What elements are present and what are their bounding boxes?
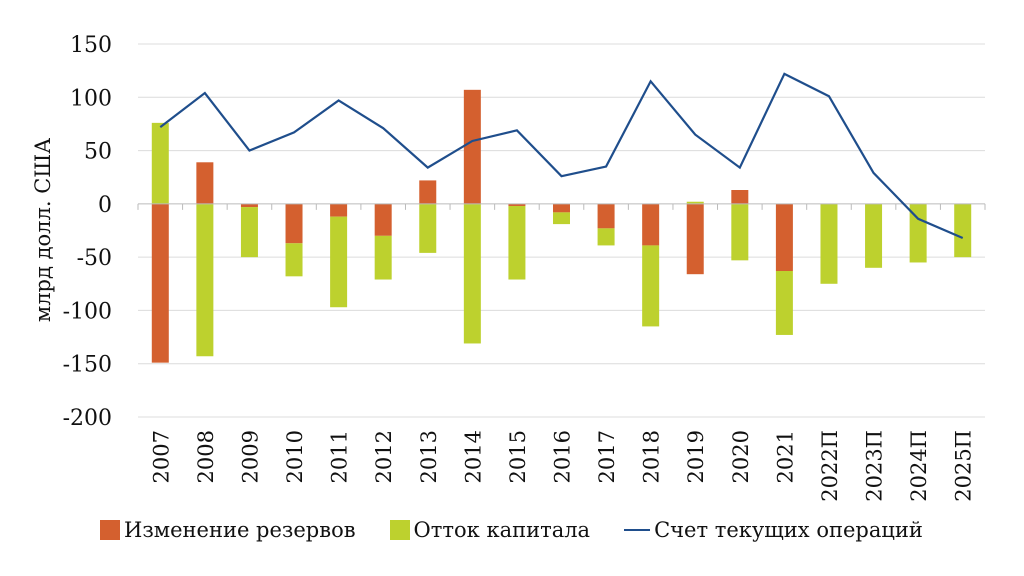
bar-reserves-change (151, 203, 169, 363)
bar-capital-outflow (686, 201, 704, 204)
gridlines (138, 43, 985, 418)
bar-capital-outflow (642, 245, 660, 327)
bar-capital-outflow (553, 212, 570, 225)
bar-reserves-change (775, 203, 793, 271)
bars (151, 89, 972, 363)
legend-swatch (389, 520, 410, 540)
y-tick-label: -200 (63, 406, 112, 431)
bar-reserves-change (731, 190, 749, 204)
legend-item-reserves: Изменение резервов (100, 518, 356, 542)
x-tick-label: 2019 (684, 430, 708, 483)
bar-capital-outflow (285, 243, 303, 277)
bar-capital-outflow (909, 203, 927, 263)
x-tick-label: 2015 (506, 430, 530, 483)
legend-line (624, 529, 651, 531)
bar-reserves-change (419, 180, 437, 204)
x-tick-label: 2014 (461, 430, 485, 483)
bar-reserves-change (374, 203, 392, 236)
bar-reserves-change (686, 203, 704, 275)
bar-reserves-change (553, 203, 570, 213)
y-tick-label: 50 (84, 140, 112, 165)
bar-capital-outflow (508, 205, 526, 280)
bar-capital-outflow (731, 203, 749, 261)
bar-capital-outflow (865, 203, 883, 268)
legend-item-capital-outflow: Отток капитала (389, 518, 591, 542)
x-tick-label: 2008 (194, 430, 218, 483)
bar-reserves-change (508, 203, 526, 206)
bar-capital-outflow (463, 203, 481, 344)
y-axis-label: млрд долл. США (31, 138, 55, 322)
bar-capital-outflow (775, 270, 793, 335)
x-tick-label: 2009 (238, 430, 262, 483)
x-tick-label: 2017 (595, 430, 619, 483)
bar-capital-outflow (419, 203, 437, 253)
bar-capital-outflow (196, 203, 214, 357)
bar-capital-outflow (954, 203, 972, 258)
x-tick-label: 2007 (149, 430, 173, 483)
x-tick-label: 2025П (952, 430, 976, 502)
bar-reserves-change (642, 203, 660, 246)
legend-label: Изменение резервов (124, 518, 356, 542)
bar-capital-outflow (597, 228, 615, 246)
bar-capital-outflow (820, 203, 838, 284)
x-tick-label: 2018 (640, 430, 664, 483)
bar-capital-outflow (151, 122, 169, 204)
y-tick-label: 100 (70, 86, 112, 111)
legend-label: Счет текущих операций (654, 518, 923, 542)
x-tick-label: 2011 (328, 430, 352, 483)
x-tick-label: 2012 (372, 430, 396, 483)
legend-item-current-account: Счет текущих операций (624, 518, 923, 542)
legend-label: Отток капитала (413, 518, 591, 542)
x-tick-label: 2020 (729, 430, 753, 483)
bar-reserves-change (196, 162, 214, 204)
x-tick-label: 2024П (907, 430, 931, 502)
bar-capital-outflow (374, 235, 392, 280)
bar-capital-outflow (240, 207, 258, 258)
x-tick-labels: 2007 2008 2009 2010 2011 2012 2013 2014 2015 2016… (149, 430, 975, 502)
bar-reserves-change (597, 203, 615, 229)
x-tick-label: 2023П (863, 430, 887, 502)
x-tick-label: 2016 (551, 430, 575, 483)
x-tick-label: 2013 (417, 430, 441, 483)
bar-reserves-change (463, 89, 481, 204)
x-tick-label: 2022П (818, 430, 842, 502)
y-tick-label: -50 (77, 246, 112, 271)
legend: Изменение резервов Отток капитала Счет т… (100, 518, 923, 542)
y-tick-labels: 150 100 50 0 -50 -100 -150 -200 (63, 33, 112, 431)
bar-reserves-change (330, 203, 348, 217)
bar-reserves-change (240, 203, 258, 208)
legend-swatch (100, 520, 120, 540)
x-tick-label: 2010 (283, 430, 307, 483)
y-tick-label: 150 (70, 33, 112, 58)
x-tick-label: 2021 (773, 430, 797, 483)
bar-reserves-change (285, 203, 303, 244)
y-tick-label: -100 (63, 299, 112, 324)
y-tick-label: -150 (63, 353, 112, 378)
current-account-line (159, 72, 964, 239)
x-axis (137, 203, 986, 210)
y-tick-label: 0 (98, 193, 112, 218)
bar-capital-outflow (330, 216, 348, 308)
